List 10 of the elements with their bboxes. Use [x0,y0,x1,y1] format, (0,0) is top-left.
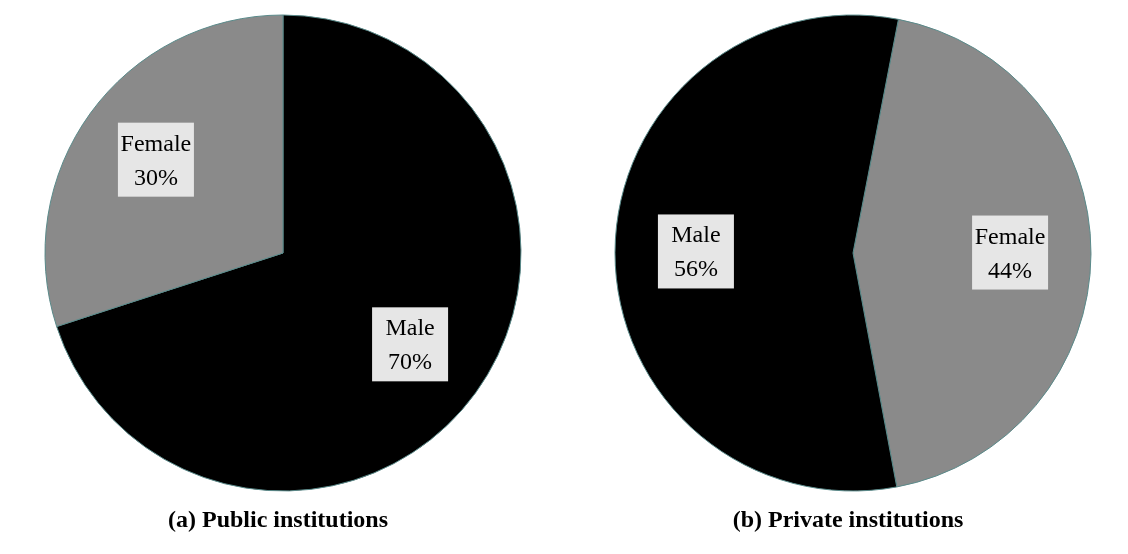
data-label: 44% [988,256,1033,283]
slice-label: Female [120,129,192,156]
slice-label: Female [974,222,1046,249]
text: (a) Public institutions [167,506,389,533]
slice-label: Male [385,314,435,341]
data-label: 70% [388,348,433,375]
text: (b) Private institutions [732,506,964,533]
data-label: 30% [133,163,178,190]
data-label: 56% [673,255,718,282]
slice-label: Male [671,221,721,248]
